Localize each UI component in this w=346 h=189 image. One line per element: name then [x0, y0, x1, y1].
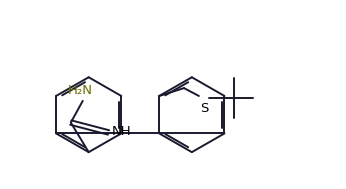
Text: H₂N: H₂N [68, 84, 93, 97]
Text: S: S [200, 102, 208, 115]
Text: NH: NH [111, 125, 131, 138]
